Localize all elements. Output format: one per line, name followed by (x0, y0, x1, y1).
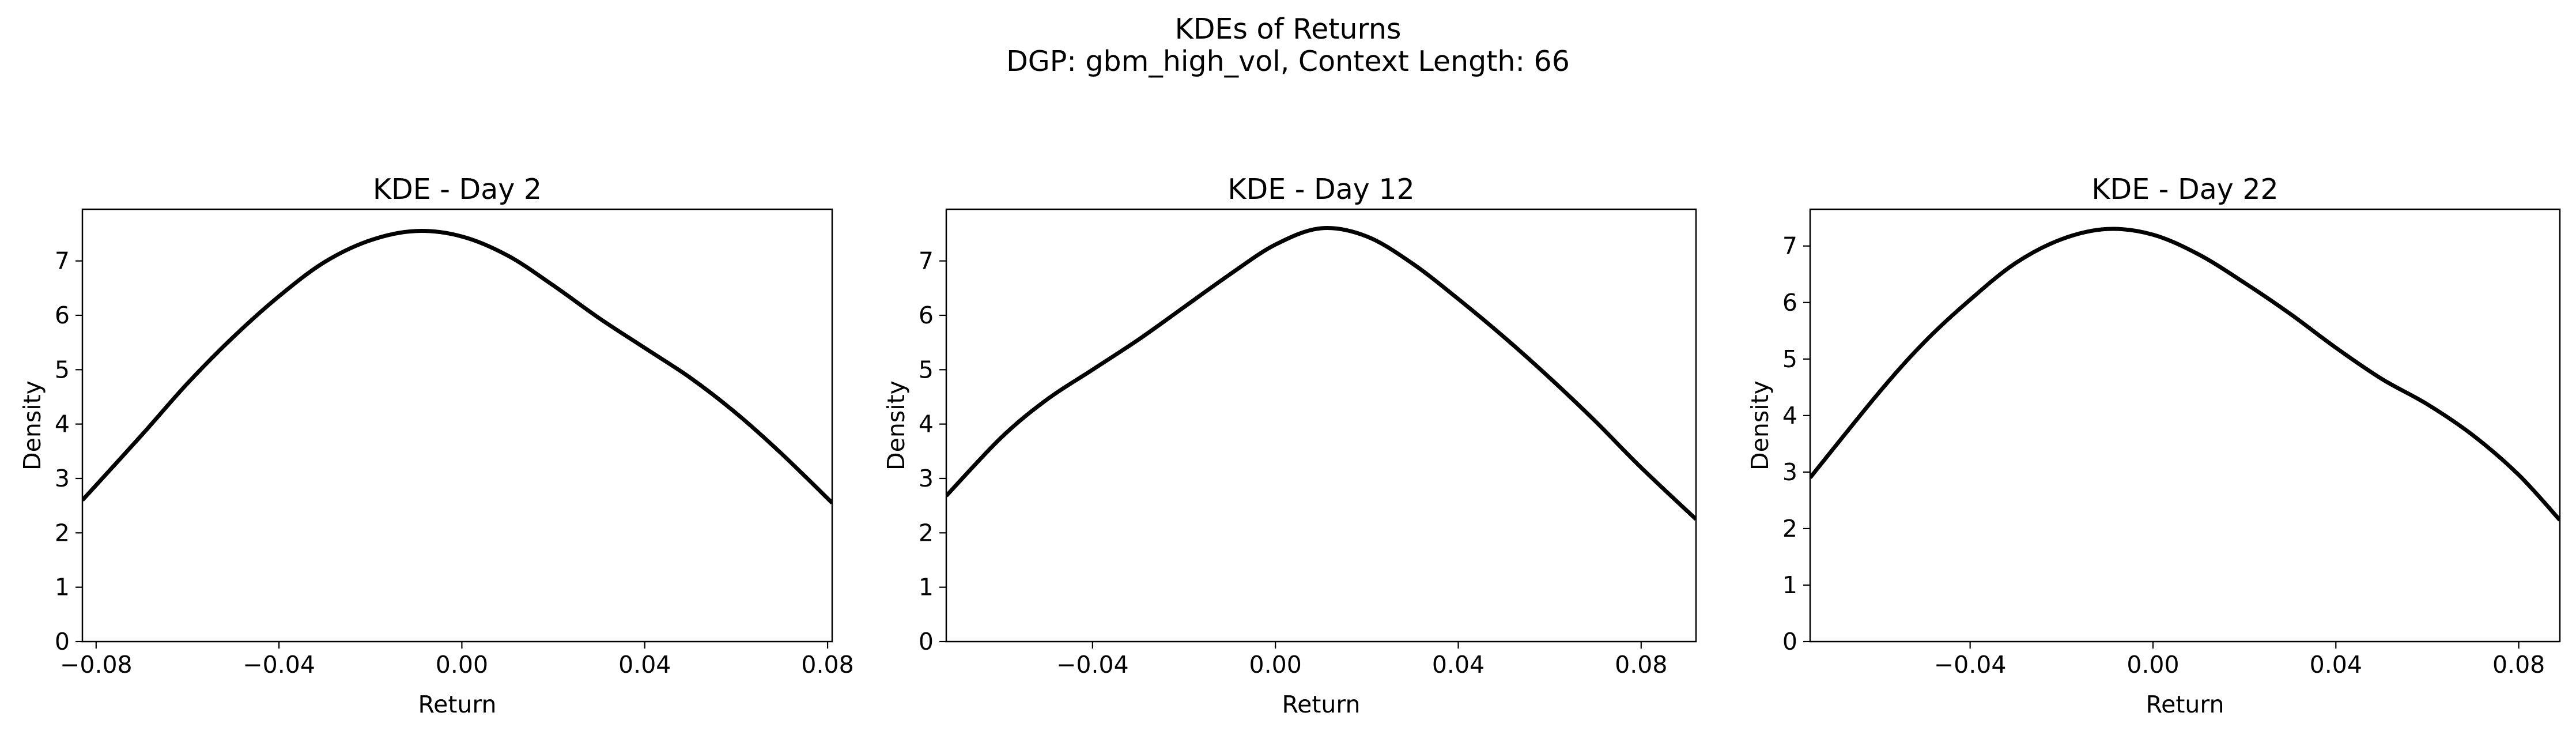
x-axis-label: Return (2146, 691, 2224, 718)
x-tick-label: 0.04 (1432, 651, 1485, 679)
axes-frame (81, 208, 833, 643)
y-tick-label: 0 (1782, 628, 1797, 655)
kde-line (946, 226, 1696, 521)
subplot-2: KDE - Day 12 −0.04 0.00 0.04 0.08 0 1 2 3 4 5 6 7 Ret… (882, 173, 1697, 718)
x-tick-label: 0.00 (2126, 651, 2179, 679)
x-tick-label: −0.04 (243, 651, 315, 679)
y-tick-label: 7 (55, 247, 70, 275)
y-tick-label: 3 (919, 465, 934, 492)
y-tick-label: 4 (1782, 402, 1797, 429)
subplot-title: KDE - Day 2 (373, 173, 542, 206)
y-tick-label: 7 (919, 247, 934, 275)
x-axis-label: Return (418, 691, 496, 718)
y-tick-label: 6 (919, 301, 934, 329)
kde-line (1810, 227, 2560, 522)
figure-subtitle: DGP: gbm_high_vol, Context Length: 66 (1006, 45, 1570, 78)
subplot-title: KDE - Day 12 (1227, 173, 1414, 206)
y-tick-label: 2 (1782, 515, 1797, 542)
y-axis-label: Density (18, 380, 46, 470)
y-tick-label: 6 (1782, 289, 1797, 316)
kde-line (82, 229, 832, 504)
y-tick-label: 3 (55, 465, 70, 492)
x-tick-label: 0.04 (2310, 651, 2362, 679)
y-tick-label: 5 (55, 356, 70, 383)
figure-title: KDEs of Returns (1174, 13, 1402, 46)
x-tick-label: 0.08 (801, 651, 853, 679)
axes-frame (1809, 208, 2561, 643)
y-tick-label: 1 (1782, 571, 1797, 599)
x-axis-label: Return (1282, 691, 1360, 718)
axes-frame (945, 208, 1697, 643)
y-tick-label: 1 (55, 574, 70, 601)
subplot-1: KDE - Day 2 −0.08 −0.04 0.00 0.04 0.08 0 1 2 3 4 5 6… (18, 173, 854, 718)
y-tick-label: 0 (919, 628, 934, 655)
y-tick-label: 1 (919, 574, 934, 601)
y-tick-label: 3 (1782, 458, 1797, 486)
y-tick-label: 6 (55, 301, 70, 329)
x-tick-label: 0.08 (2492, 651, 2545, 679)
x-tick-label: −0.04 (1934, 651, 2007, 679)
x-tick-label: 0.00 (436, 651, 488, 679)
x-tick-label: 0.08 (1615, 651, 1667, 679)
y-tick-label: 4 (55, 410, 70, 438)
y-tick-label: 4 (919, 410, 934, 438)
y-tick-label: 0 (55, 628, 70, 655)
y-tick-label: 5 (919, 356, 934, 383)
y-axis-label: Density (882, 380, 910, 470)
x-tick-label: 0.04 (618, 651, 671, 679)
y-tick-label: 2 (55, 519, 70, 546)
x-tick-label: −0.08 (60, 651, 133, 679)
y-tick-label: 2 (919, 519, 934, 546)
y-tick-label: 5 (1782, 345, 1797, 373)
subplot-3: KDE - Day 22 −0.04 0.00 0.04 0.08 0 1 2 3 4 5 6 7 Ret… (1746, 173, 2561, 718)
subplot-title: KDE - Day 22 (2091, 173, 2278, 206)
x-tick-label: −0.04 (1056, 651, 1129, 679)
x-tick-label: 0.00 (1249, 651, 1302, 679)
y-axis-label: Density (1746, 380, 1774, 470)
y-tick-label: 7 (1782, 232, 1797, 260)
